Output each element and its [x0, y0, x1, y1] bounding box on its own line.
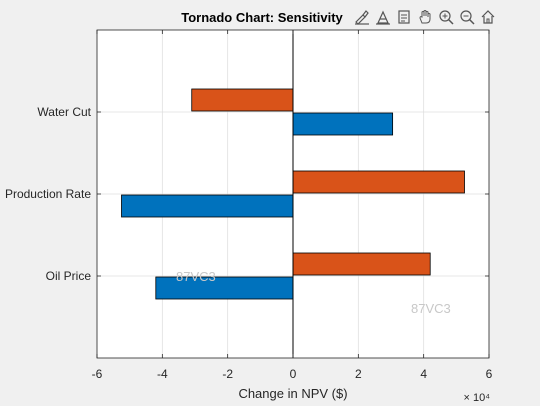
data-tips-icon [376, 10, 390, 25]
export-button[interactable] [394, 7, 414, 27]
restore-view-button[interactable] [478, 7, 498, 27]
x-tick-label: -4 [157, 367, 168, 381]
data-tips-button[interactable] [373, 7, 393, 27]
zoom-in-button[interactable] [436, 7, 456, 27]
x-axis-label: Change in NPV ($) [238, 386, 347, 401]
bar-high [292, 252, 431, 276]
x-tick-label: 0 [290, 367, 297, 381]
x-tick-label: 6 [486, 367, 493, 381]
chart-title: Tornado Chart: Sensitivity [181, 10, 343, 25]
bars [121, 88, 465, 300]
bar-high [191, 88, 294, 112]
export-icon [398, 10, 410, 24]
brush-button[interactable] [352, 7, 372, 27]
bar-low [292, 112, 394, 136]
x-tick-label: 4 [420, 367, 427, 381]
home-icon [481, 10, 495, 24]
zoom-in-icon [439, 10, 454, 25]
x-exponent-label: × 10⁴ [464, 392, 491, 404]
y-tick-label: Water Cut [37, 105, 91, 119]
y-tick-labels: Oil Price Production Rate Water Cut [5, 105, 92, 283]
zoom-out-icon [460, 10, 475, 25]
ticks [96, 30, 490, 358]
pan-button[interactable] [415, 7, 435, 27]
axes-toolbar [352, 7, 498, 27]
x-tick-label: 2 [355, 367, 362, 381]
y-tick-label: Production Rate [5, 187, 91, 201]
x-tick-label: -6 [92, 367, 103, 381]
x-tick-labels: -6 -4 -2 0 2 4 6 [92, 367, 493, 381]
pan-hand-icon [419, 10, 431, 24]
zoom-out-button[interactable] [457, 7, 477, 27]
x-tick-label: -2 [222, 367, 233, 381]
watermark: 87VC3 [176, 269, 216, 284]
bar-low [121, 194, 294, 218]
bar-high [292, 170, 465, 194]
brush-icon [355, 10, 369, 25]
y-tick-label: Oil Price [46, 269, 92, 283]
watermark: 87VC3 [411, 301, 451, 316]
